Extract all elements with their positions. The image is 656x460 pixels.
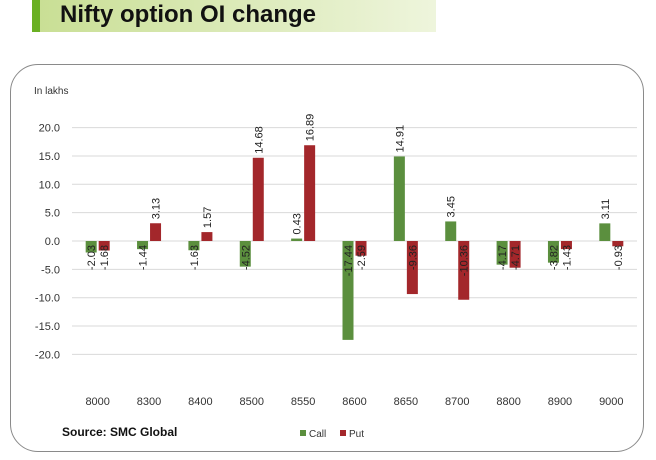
put-value-label-8300: 3.13	[151, 198, 163, 219]
call-value-label-8800: -4.17	[497, 245, 509, 270]
put-value-label-8650: -9.36	[407, 245, 419, 270]
call-bar-8700	[445, 221, 457, 241]
page-title: Nifty option OI change	[60, 1, 316, 28]
put-bar-8400	[201, 232, 213, 241]
put-value-label-8900: -1.43	[561, 245, 573, 270]
put-bar-8550	[304, 145, 316, 241]
call-bar-8650	[393, 156, 405, 241]
put-value-label-8700: -10.36	[459, 245, 471, 276]
x-tick-label: 9000	[599, 396, 623, 408]
put-value-label-8800: -4.71	[510, 245, 522, 270]
y-tick-label: -10.0	[35, 293, 60, 305]
call-bar-8900	[547, 241, 559, 263]
put-bar-8800	[509, 241, 521, 268]
y-tick-label: 20.0	[39, 123, 60, 135]
call-bar-8550	[291, 238, 303, 241]
put-bar-8500	[252, 157, 264, 241]
x-tick-label: 8800	[496, 396, 520, 408]
put-value-label-8000: -1.68	[99, 245, 111, 270]
call-bar-8800	[496, 241, 508, 265]
x-tick-label: 8000	[85, 396, 109, 408]
put-bar-9000	[612, 241, 624, 247]
call-value-label-8900: -3.82	[548, 245, 560, 270]
unit-label: In lakhs	[34, 86, 68, 97]
put-bar-8650	[406, 241, 418, 295]
put-bar-8900	[560, 241, 572, 250]
x-tick-label: 8300	[137, 396, 161, 408]
y-tick-label: 15.0	[39, 151, 60, 163]
y-tick-label: -15.0	[35, 321, 60, 333]
x-tick-label: 8700	[445, 396, 469, 408]
legend-label-call: Call	[309, 429, 326, 440]
x-tick-label: 8550	[291, 396, 315, 408]
put-value-label-8550: 16.89	[305, 114, 317, 142]
put-value-label-8500: 14.68	[253, 126, 265, 154]
put-value-label-9000: -0.93	[613, 245, 625, 270]
put-bar-8600	[355, 241, 367, 256]
x-tick-label: 8650	[394, 396, 418, 408]
y-tick-label: -20.0	[35, 349, 60, 361]
legend-swatch-put	[340, 430, 346, 436]
source-note: Source: SMC Global	[62, 425, 178, 439]
legend-swatch-call	[300, 430, 306, 436]
call-value-label-8400: -1.63	[189, 245, 201, 270]
call-value-label-8500: -4.52	[240, 245, 252, 270]
chart-frame	[10, 64, 644, 452]
put-value-label-8600: -2.59	[356, 245, 368, 270]
call-bar-8600	[342, 241, 354, 340]
y-tick-label: 5.0	[45, 208, 60, 220]
call-bar-8500	[239, 241, 251, 267]
x-tick-label: 8900	[548, 396, 572, 408]
call-value-label-8550: 0.43	[292, 213, 304, 234]
x-tick-label: 8400	[188, 396, 212, 408]
call-value-label-8650: 14.91	[394, 125, 406, 153]
put-bar-8700	[458, 241, 470, 300]
title-banner: Nifty option OI change	[32, 0, 436, 32]
y-tick-label: 0.0	[45, 236, 60, 248]
y-tick-label: 10.0	[39, 179, 60, 191]
x-tick-label: 8600	[342, 396, 366, 408]
y-tick-label: -5.0	[41, 264, 60, 276]
legend-label-put: Put	[349, 429, 364, 440]
x-tick-label: 8500	[240, 396, 264, 408]
put-value-label-8400: 1.57	[202, 207, 214, 228]
call-bar-9000	[599, 223, 611, 241]
call-value-label-9000: 3.11	[600, 199, 612, 220]
call-bar-8000	[85, 241, 97, 253]
put-bar-8000	[98, 241, 110, 251]
call-bar-8400	[188, 241, 200, 251]
call-value-label-8700: 3.45	[446, 196, 458, 217]
call-bar-8300	[137, 241, 149, 250]
call-value-label-8300: -1.44	[138, 245, 150, 270]
call-value-label-8000: -2.03	[86, 245, 98, 270]
put-bar-8300	[150, 223, 162, 241]
call-value-label-8600: -17.44	[343, 245, 355, 276]
